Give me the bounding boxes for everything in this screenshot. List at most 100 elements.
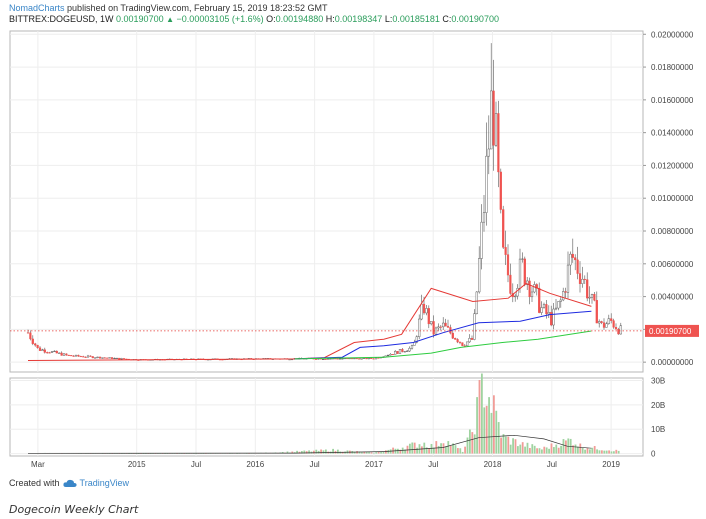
- candle-body: [463, 345, 466, 347]
- candle-body: [110, 357, 114, 359]
- candle-body: [530, 291, 534, 298]
- volume-bar: [533, 445, 536, 454]
- candle-body: [422, 303, 426, 314]
- candle-body: [58, 352, 61, 354]
- volume-bar: [545, 447, 548, 454]
- volume-bar: [615, 449, 618, 454]
- candle-body: [341, 358, 344, 360]
- volume-bar: [324, 449, 327, 454]
- publish-text: published on TradingView.com, February 1…: [67, 3, 328, 13]
- tradingview-cloud-icon: [62, 479, 77, 487]
- volume-bar: [584, 449, 586, 454]
- volume-bar: [526, 442, 529, 454]
- candle-body: [55, 350, 58, 354]
- candle-body: [370, 357, 373, 359]
- candle-body: [461, 342, 464, 346]
- price-pane: [9, 30, 644, 373]
- volume-bar: [605, 450, 608, 454]
- candle-body: [588, 297, 591, 299]
- author-link[interactable]: NomadCharts: [9, 3, 65, 13]
- symbol-label: BITTREX:DOGEUSD, 1W: [9, 14, 114, 24]
- volume-bar: [387, 449, 390, 454]
- candle-body: [518, 258, 522, 289]
- volume-bar: [495, 410, 498, 454]
- volume-bar: [308, 450, 310, 454]
- candle-body: [497, 113, 500, 173]
- candle-body: [523, 258, 526, 285]
- last-price: 0.00190700: [116, 14, 164, 24]
- volume-bar: [291, 451, 294, 454]
- volume-bar: [548, 448, 550, 454]
- volume-bar: [370, 452, 373, 454]
- candle-body: [101, 357, 104, 359]
- volume-bar: [538, 448, 541, 454]
- volume-bar: [456, 448, 459, 454]
- candle-body: [322, 358, 325, 360]
- candle-body: [614, 327, 618, 330]
- volume-bar: [485, 405, 488, 454]
- candle-body: [506, 254, 510, 276]
- volume-bar: [596, 449, 598, 454]
- up-arrow-icon: ▲: [166, 15, 175, 24]
- candle-body: [564, 291, 567, 293]
- close-value: 0.00190700: [451, 14, 499, 24]
- volume-tick-label: 30B: [651, 376, 665, 385]
- candle-body: [82, 356, 85, 358]
- y-tick-label: 0.00600000: [651, 260, 694, 269]
- volume-bar: [312, 450, 315, 454]
- candle-body: [41, 349, 44, 351]
- candle-body: [619, 325, 622, 335]
- low-label: L:: [384, 14, 393, 24]
- candle-body: [586, 279, 589, 299]
- x-tick-label: Mar: [31, 460, 45, 469]
- candle-body: [314, 358, 318, 360]
- volume-bar: [488, 397, 490, 454]
- volume-bar: [461, 451, 464, 454]
- candle-body: [418, 318, 421, 337]
- volume-bar: [593, 446, 596, 454]
- y-tick-label: 0.01600000: [651, 96, 694, 105]
- candle-body: [98, 356, 102, 359]
- volume-bar: [353, 451, 356, 454]
- volume-bar: [516, 446, 519, 454]
- volume-bar: [550, 443, 553, 454]
- candle-body: [79, 356, 82, 358]
- candle-body: [348, 358, 351, 360]
- candle-body: [574, 257, 577, 261]
- candle-body: [77, 354, 80, 357]
- open-value: 0.00194880: [275, 14, 324, 24]
- volume-bar: [360, 452, 363, 454]
- candle-body: [96, 356, 99, 358]
- candle-body: [552, 308, 555, 326]
- candle-body: [338, 358, 342, 360]
- candle-body: [607, 318, 610, 324]
- candle-body: [420, 303, 423, 320]
- candle-body: [38, 347, 42, 351]
- candle-body: [377, 357, 380, 359]
- volume-bar: [416, 447, 418, 454]
- volume-bar: [368, 452, 370, 454]
- y-tick-label: 0.01200000: [651, 161, 694, 170]
- candle-body: [326, 358, 330, 360]
- candle-body: [118, 357, 121, 360]
- candle-body: [562, 291, 565, 301]
- last-price-tag-label: 0.00190700: [649, 327, 692, 336]
- candle-body: [350, 358, 354, 360]
- volume-series: [36, 373, 620, 454]
- candle-body: [602, 322, 606, 328]
- candle-body: [499, 171, 502, 210]
- tradingview-link[interactable]: TradingView: [79, 478, 130, 488]
- volume-bar: [540, 449, 543, 454]
- candle-body: [434, 327, 438, 335]
- volume-bar: [586, 448, 589, 454]
- volume-bar: [464, 446, 466, 454]
- volume-bar: [504, 436, 507, 454]
- volume-bar: [298, 451, 301, 454]
- volume-bar: [557, 447, 560, 454]
- candle-body: [521, 258, 524, 260]
- candle-body: [48, 352, 51, 354]
- volume-bar: [435, 441, 438, 454]
- candle-body: [617, 328, 620, 335]
- volume-bar: [466, 437, 469, 454]
- price-chart[interactable]: 0.000000000.002000000.004000000.00600000…: [0, 0, 706, 470]
